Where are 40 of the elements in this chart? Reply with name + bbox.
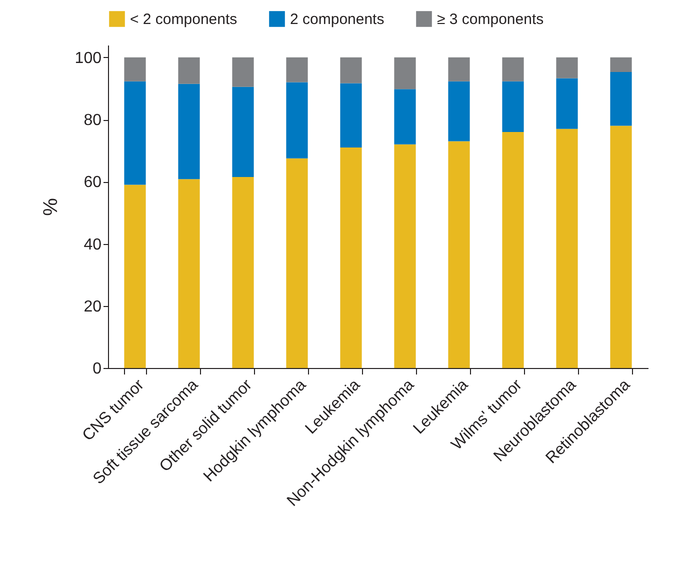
bar xyxy=(286,158,308,368)
y-tick-label: 0 xyxy=(92,360,102,378)
bar xyxy=(232,176,254,368)
bar xyxy=(556,57,578,78)
bar xyxy=(502,81,524,132)
bar xyxy=(394,57,416,90)
bar xyxy=(502,132,524,368)
bar xyxy=(556,128,578,368)
legend-label: ≥ 3 components xyxy=(437,11,544,28)
bar xyxy=(448,81,470,142)
y-tick-label: 80 xyxy=(84,112,102,130)
bar xyxy=(610,126,632,368)
bar xyxy=(124,184,146,368)
bar xyxy=(448,57,470,82)
legend-label: 2 components xyxy=(290,11,384,28)
bar xyxy=(610,57,632,72)
bar xyxy=(556,78,578,129)
y-axis-title: % xyxy=(40,198,62,216)
legend-label: < 2 components xyxy=(130,11,238,28)
bar xyxy=(178,57,200,84)
bar xyxy=(124,81,146,185)
bar xyxy=(286,57,308,82)
y-tick-label: 100 xyxy=(74,50,102,67)
y-tick-label: 20 xyxy=(84,298,102,316)
bar xyxy=(340,57,362,84)
bar xyxy=(232,86,254,177)
bar xyxy=(394,144,416,368)
bar xyxy=(448,141,470,368)
bar xyxy=(178,84,200,180)
bar xyxy=(340,83,362,148)
bar xyxy=(178,179,200,368)
y-tick-label: 60 xyxy=(84,174,102,192)
bar xyxy=(124,57,146,82)
bar xyxy=(610,72,632,126)
bar xyxy=(340,147,362,368)
bar xyxy=(394,89,416,144)
bar xyxy=(232,57,254,87)
y-tick-label: 40 xyxy=(84,236,102,254)
bar xyxy=(286,82,308,158)
bar xyxy=(502,57,524,82)
